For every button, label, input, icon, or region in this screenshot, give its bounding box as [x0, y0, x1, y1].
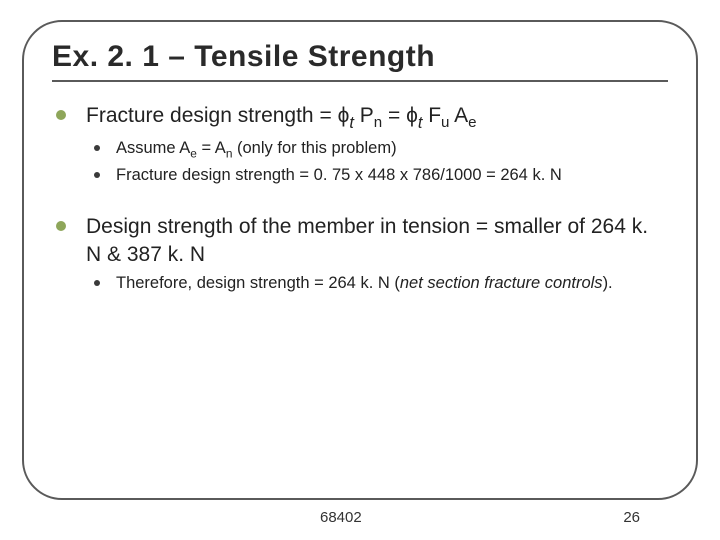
bullet-text: Fracture design strength = 0. 75 x 448 x…	[116, 165, 562, 186]
text-fragment: =	[382, 104, 406, 127]
bullet-item: Fracture design strength = 0. 75 x 448 x…	[56, 165, 668, 186]
italic-fragment: net section fracture controls	[400, 274, 603, 292]
text-fragment: ).	[603, 274, 613, 292]
subscript: t	[418, 114, 423, 132]
bullet-item: Design strength of the member in tension…	[56, 213, 668, 270]
text-fragment: F	[422, 104, 441, 127]
subscript: t	[349, 114, 354, 132]
slide-footer: 68402 26	[0, 509, 720, 526]
text-fragment: Therefore, design strength = 264 k. N (	[116, 274, 400, 292]
slide-content: Fracture design strength = ϕt Pn = ϕt Fu…	[52, 102, 668, 295]
bullet-l2-icon	[94, 145, 100, 151]
bullet-l2-icon	[94, 280, 100, 286]
text-fragment: = A	[197, 139, 226, 157]
course-code: 68402	[320, 509, 362, 526]
subscript: n	[374, 114, 382, 131]
bullet-l2-icon	[94, 172, 100, 178]
bullet-item: Therefore, design strength = 264 k. N (n…	[56, 273, 668, 294]
bullet-text: Design strength of the member in tension…	[86, 213, 668, 270]
text-fragment: A	[449, 104, 468, 127]
phi-symbol: ϕ	[338, 104, 350, 127]
footer-inner: 68402 26	[80, 509, 640, 526]
title-divider	[52, 80, 668, 82]
subscript: e	[190, 146, 197, 160]
bullet-text: Assume Ae = An (only for this problem)	[116, 138, 397, 162]
bullet-l1-icon	[56, 110, 66, 120]
text-fragment: (only for this problem)	[232, 139, 396, 157]
text-fragment: P	[354, 104, 374, 127]
bullet-item: Assume Ae = An (only for this problem)	[56, 138, 668, 162]
text-fragment: Fracture design strength =	[86, 104, 338, 127]
bullet-text: Fracture design strength = ϕt Pn = ϕt Fu…	[86, 102, 477, 134]
slide-number: 26	[623, 509, 640, 526]
phi-symbol: ϕ	[406, 104, 418, 127]
spacer	[56, 191, 668, 213]
bullet-l1-icon	[56, 221, 66, 231]
bullet-item: Fracture design strength = ϕt Pn = ϕt Fu…	[56, 102, 668, 134]
text-fragment: Assume A	[116, 139, 190, 157]
slide-title: Ex. 2. 1 – Tensile Strength	[52, 40, 668, 74]
subscript: e	[468, 114, 476, 131]
bullet-text: Therefore, design strength = 264 k. N (n…	[116, 273, 613, 294]
slide-frame: Ex. 2. 1 – Tensile Strength Fracture des…	[22, 20, 698, 500]
